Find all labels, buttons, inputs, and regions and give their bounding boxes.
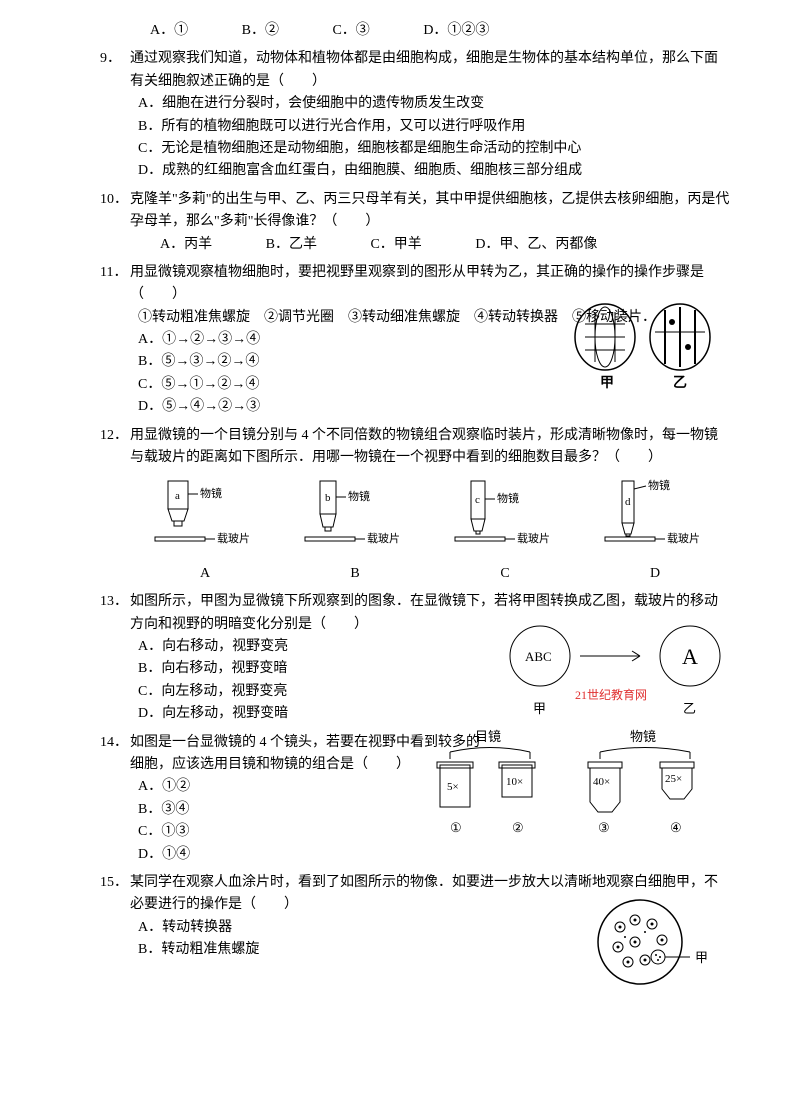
q10-num: 10． xyxy=(100,189,128,211)
q14-figure: 目镜 5× 10× ① ② 物镜 40× 25× ③ ④ xyxy=(430,727,740,850)
svg-text:b: b xyxy=(325,492,331,504)
q10-d: D．甲、乙、丙都像 xyxy=(475,234,597,256)
q13-figure: ABC A 21世纪教育网 甲 乙 xyxy=(500,621,740,724)
q8-a: A．① xyxy=(150,20,188,42)
svg-text:c: c xyxy=(475,494,480,506)
svg-text:物镜: 物镜 xyxy=(348,489,370,503)
q9-d: D．成熟的红细胞富含血红蛋白，由细胞膜、细胞质、细胞核三部分组成 xyxy=(138,160,730,182)
q14-n4: ④ xyxy=(670,820,682,835)
q12-figures: a 物镜 载玻片 A b 物镜 载玻片 B xyxy=(130,479,730,585)
q12: 12． 用显微镜的一个目镜分别与 4 个不同倍数的物镜组合观察临时装片，形成清晰… xyxy=(100,425,730,586)
svg-text:载玻片: 载玻片 xyxy=(217,532,250,545)
svg-text:载玻片: 载玻片 xyxy=(517,532,550,545)
q12-lens-c-icon: c 物镜 载玻片 xyxy=(450,479,560,554)
q14-m2: 10× xyxy=(506,776,523,788)
q10: 10． 克隆羊"多莉"的出生与甲、乙、丙三只母羊有关，其中甲提供细胞核，乙提供去… xyxy=(100,189,730,256)
q13-abc-text: ABC xyxy=(525,649,552,664)
q15-num: 15． xyxy=(100,872,128,894)
svg-text:物镜: 物镜 xyxy=(648,479,670,492)
q13: 13． 如图所示，甲图为显微镜下所观察到的图象．在显微镜下，若将甲图转换成乙图，… xyxy=(100,591,730,725)
q14-lenses-icon: 目镜 5× 10× ① ② 物镜 40× 25× ③ ④ xyxy=(430,727,740,842)
q13-a-text: A xyxy=(682,644,698,669)
q13-num: 13． xyxy=(100,591,128,613)
q11: 11． 用显微镜观察植物细胞时，要把视野里观察到的图形从甲转为乙，其正确的操作的… xyxy=(100,262,730,419)
q12-fig-b: b 物镜 载玻片 B xyxy=(300,479,410,585)
q11-stem: 用显微镜观察植物细胞时，要把视野里观察到的图形从甲转为乙，其正确的操作的操作步骤… xyxy=(130,262,730,307)
q12-opt-c: C xyxy=(450,563,560,585)
q13-circles-icon: ABC A 21世纪教育网 甲 乙 xyxy=(500,621,740,716)
q12-lens-d-icon: d 物镜 载玻片 xyxy=(600,479,710,554)
q8-c: C．③ xyxy=(332,20,369,42)
q15: 15． 某同学在观察人血涂片时，看到了如图所示的物像．如要进一步放大以清晰地观察… xyxy=(100,872,730,962)
q12-fig-d: d 物镜 载玻片 D xyxy=(600,479,710,585)
svg-text:物镜: 物镜 xyxy=(497,491,519,505)
svg-text:载玻片: 载玻片 xyxy=(367,532,400,545)
svg-text:物镜: 物镜 xyxy=(200,486,222,500)
svg-text:d: d xyxy=(625,496,631,508)
q15-figure: 甲 xyxy=(590,892,720,1000)
q11-cells-icon: 甲 乙 xyxy=(570,302,720,392)
q14-n1: ① xyxy=(450,820,462,835)
q12-lens-a-icon: a 物镜 载玻片 xyxy=(150,479,260,554)
q9-b: B．所有的植物细胞既可以进行光合作用，又可以进行呼吸作用 xyxy=(138,116,730,138)
q14-eyepiece-label: 目镜 xyxy=(475,729,501,744)
q9-num: 9． xyxy=(100,48,121,70)
q9-c: C．无论是植物细胞还是动物细胞，细胞核都是细胞生命活动的控制中心 xyxy=(138,138,730,160)
q15-blood-icon: 甲 xyxy=(590,892,720,992)
svg-text:载玻片: 载玻片 xyxy=(667,532,700,545)
q12-num: 12． xyxy=(100,425,128,447)
q10-b: B．乙羊 xyxy=(266,234,317,256)
q14-n2: ② xyxy=(512,820,524,835)
q14-objective-label: 物镜 xyxy=(630,729,656,744)
q14-stem: 如图是一台显微镜的 4 个镜头，若要在视野中看到较多的细胞，应该选用目镜和物镜的… xyxy=(130,732,480,777)
q12-lens-b-icon: b 物镜 载玻片 xyxy=(300,479,410,554)
q14-m1: 5× xyxy=(447,781,459,793)
q10-stem: 克隆羊"多莉"的出生与甲、乙、丙三只母羊有关，其中甲提供细胞核，乙提供去核卵细胞… xyxy=(130,189,730,234)
q14-num: 14． xyxy=(100,732,128,754)
q8-d: D．①②③ xyxy=(423,20,489,42)
q14-n3: ③ xyxy=(598,820,610,835)
q14: 14． 如图是一台显微镜的 4 个镜头，若要在视野中看到较多的细胞，应该选用目镜… xyxy=(100,732,730,866)
q8-options: A．① B．② C．③ D．①②③ xyxy=(100,20,730,42)
q14-m4: 25× xyxy=(665,773,682,785)
q11-yi-label: 乙 xyxy=(673,375,687,391)
q9-stem: 通过观察我们知道，动物体和植物体都是由细胞构成，细胞是生物体的基本结构单位，那么… xyxy=(130,48,730,93)
q12-opt-a: A xyxy=(150,563,260,585)
q12-fig-c: c 物镜 载玻片 C xyxy=(450,479,560,585)
q13-jia-label: 甲 xyxy=(533,701,546,716)
q14-m3: 40× xyxy=(593,776,610,788)
q12-fig-a: a 物镜 载玻片 A xyxy=(150,479,260,585)
q12-opt-d: D xyxy=(600,563,710,585)
q11-figure: 甲 乙 xyxy=(570,302,720,400)
q11-num: 11． xyxy=(100,262,127,284)
q10-a: A．丙羊 xyxy=(160,234,212,256)
q12-opt-b: B xyxy=(300,563,410,585)
q9: 9． 通过观察我们知道，动物体和植物体都是由细胞构成，细胞是生物体的基本结构单位… xyxy=(100,48,730,182)
q13-watermark: 21世纪教育网 xyxy=(575,687,647,702)
q13-yi-label: 乙 xyxy=(683,701,696,716)
svg-text:a: a xyxy=(175,490,180,502)
q12-stem: 用显微镜的一个目镜分别与 4 个不同倍数的物镜组合观察临时装片，形成清晰物像时，… xyxy=(130,425,730,470)
q15-jia-label: 甲 xyxy=(695,950,708,965)
q11-jia-label: 甲 xyxy=(600,375,614,391)
q8-b: B．② xyxy=(242,20,279,42)
q10-c: C．甲羊 xyxy=(370,234,421,256)
q9-a: A．细胞在进行分裂时，会使细胞中的遗传物质发生改变 xyxy=(138,93,730,115)
